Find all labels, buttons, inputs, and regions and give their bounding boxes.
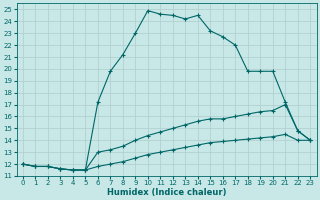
X-axis label: Humidex (Indice chaleur): Humidex (Indice chaleur) — [107, 188, 226, 197]
